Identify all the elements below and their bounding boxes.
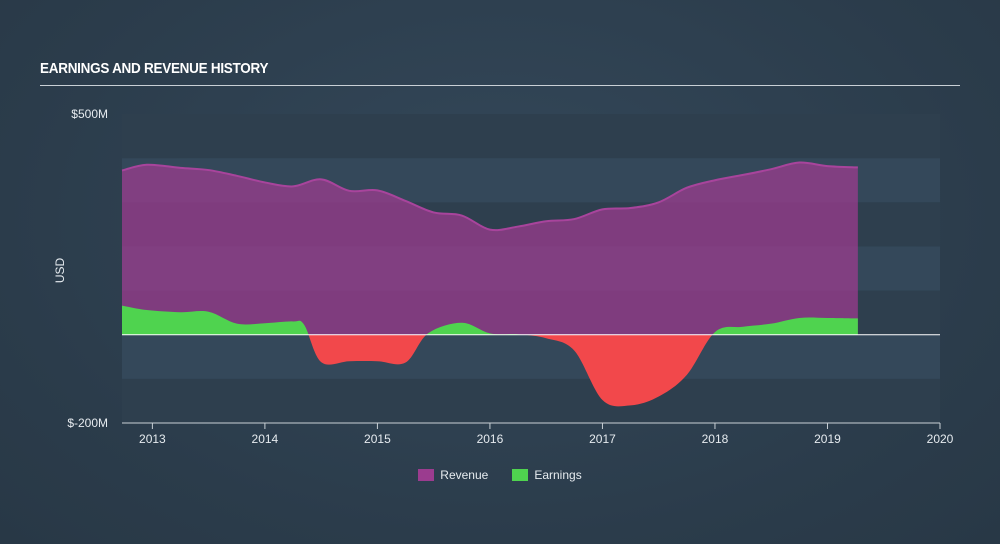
series-areas [121, 161, 858, 407]
legend-item-earnings[interactable]: Earnings [512, 468, 582, 482]
revenue-line [121, 161, 858, 232]
legend-item-revenue[interactable]: Revenue [418, 468, 488, 482]
x-tick-label: 2017 [589, 432, 616, 446]
legend-swatch-revenue [418, 469, 435, 481]
y-axis-label: USD [53, 258, 67, 284]
legend-label-earnings: Earnings [534, 468, 582, 482]
x-tick-label: 2016 [477, 432, 504, 446]
x-tick-label: 2015 [364, 432, 391, 446]
x-tick-label: 2014 [252, 432, 279, 446]
y-tick-label: $-200M [67, 416, 108, 430]
y-tick-label: $500M [71, 107, 108, 121]
x-tick-label: 2019 [814, 432, 841, 446]
axes: $500M $-200M USD 2013 2014 2015 2016 2017 2018 20… [53, 107, 954, 446]
plot-band [122, 334, 940, 379]
x-tick-label: 2020 [927, 432, 954, 446]
legend: Revenue Earnings [0, 468, 1000, 482]
x-tick-label: 2018 [702, 432, 729, 446]
earnings-area-negative [308, 334, 713, 407]
plot-band [122, 378, 940, 423]
chart-title: EARNINGS AND REVENUE HISTORY [40, 60, 269, 77]
revenue-area [122, 162, 858, 335]
title-divider [40, 85, 960, 86]
x-tick-label: 2013 [139, 432, 166, 446]
legend-label-revenue: Revenue [440, 468, 489, 482]
earnings-area-positive [122, 305, 858, 335]
legend-swatch-earnings [512, 469, 529, 481]
plot-band [122, 114, 940, 159]
